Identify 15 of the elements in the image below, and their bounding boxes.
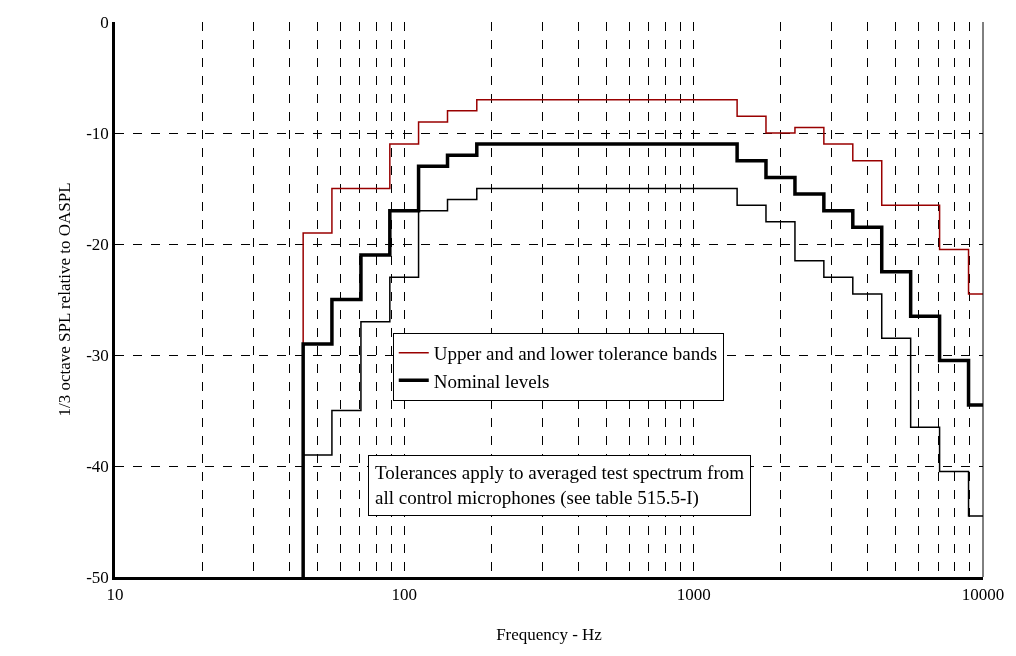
x-tick-label: 10000 (961, 585, 1005, 605)
x-tick-label: 100 (391, 585, 418, 605)
legend-label: Nominal levels (433, 370, 550, 392)
legend-label: Upper and and lower tolerance bands (433, 343, 718, 365)
y-tick-label: -40 (86, 456, 109, 476)
y-tick-label: 0 (100, 12, 109, 32)
y-tick-label: -20 (86, 234, 109, 254)
x-axis-title: Frequency - Hz (496, 624, 603, 644)
annotation: Tolerances apply to averaged test spectrum from all control microphones (see table 515.5-I) (375, 462, 745, 509)
y-tick-label: -30 (86, 345, 109, 365)
x-tick-label: 10 (106, 585, 124, 605)
y-axis-title: 1/3 octave SPL relative to OASPL (54, 182, 74, 417)
x-tick-label: 1000 (676, 585, 711, 605)
y-tick-label: -10 (86, 123, 109, 143)
y-tick-label: -50 (86, 567, 109, 587)
